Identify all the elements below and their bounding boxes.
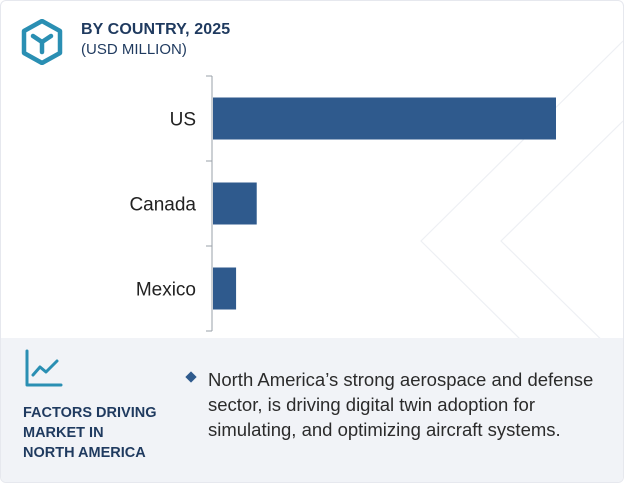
factors-heading-line: NORTH AMERICA [23,445,146,461]
cube-logo-icon [21,19,63,65]
category-label: US [170,110,196,131]
factor-bullet-text: North America’s strong aerospace and def… [208,369,594,440]
chart-title: BY COUNTRY, 2025 [81,21,231,38]
bar-us [213,97,556,140]
trend-line-icon [25,349,63,387]
factors-heading: FACTORS DRIVING MARKET IN NORTH AMERICA [23,403,193,463]
chart-subtitle: (USD MILLION) [81,41,187,58]
category-label: Canada [129,195,196,216]
factors-panel [1,338,623,482]
category-label: Mexico [136,280,196,301]
factors-heading-line: MARKET IN [23,425,104,441]
bar-mexico [213,267,237,310]
bar-chart: US Canada Mexico [129,75,556,332]
bar-canada [213,182,257,225]
factors-heading-line: FACTORS DRIVING [23,405,157,421]
